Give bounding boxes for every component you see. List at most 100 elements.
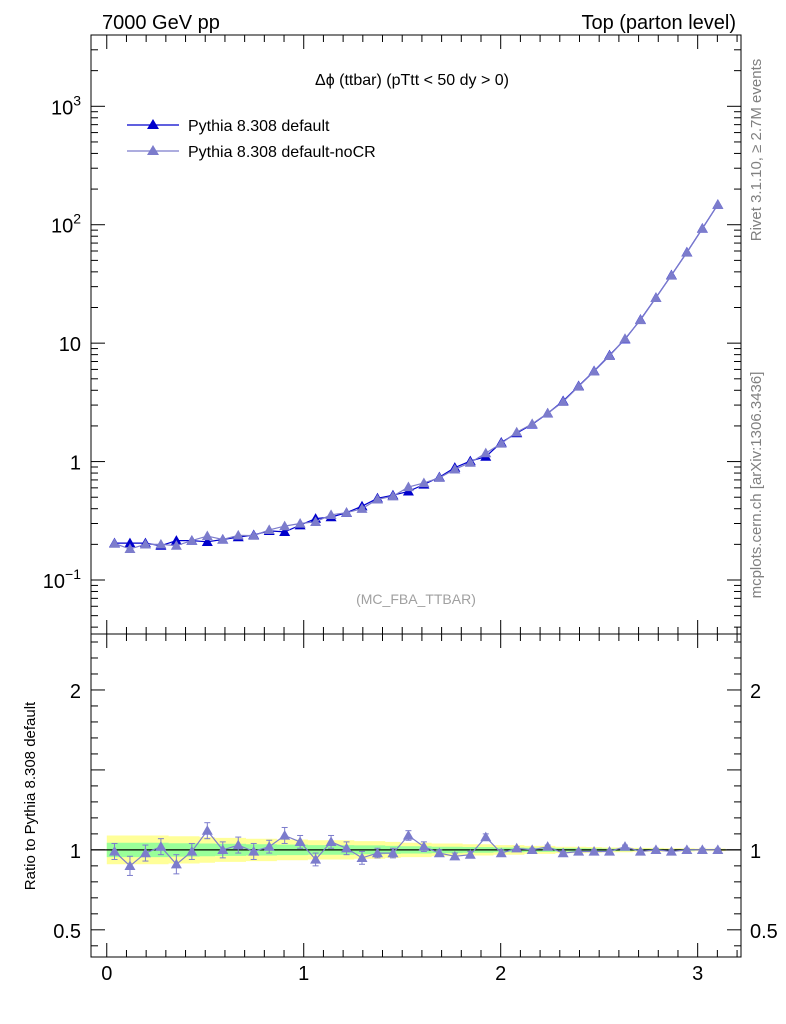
series-marker-0: [201, 536, 213, 546]
ratio-marker: [186, 845, 198, 856]
ratio-series-line: [114, 829, 718, 867]
ratio-marker: [604, 845, 616, 856]
ratio-y-tick-label-right: 1: [750, 841, 761, 863]
series-marker-1: [341, 507, 353, 517]
ratio-marker: [108, 845, 120, 856]
ratio-marker: [634, 845, 646, 856]
watermark: (MC_FBA_TTBAR): [356, 591, 476, 607]
series-marker-1: [217, 533, 229, 544]
x-tick-label: 0: [101, 963, 112, 985]
ratio-marker: [356, 852, 368, 862]
legend-label-nocr: Pythia 8.308 default-noCR: [188, 144, 376, 161]
ratio-panel: 0 1 2 3 0.5 0.5 1 1 2 2 Ratio to Pythia 8.308 def…: [22, 633, 778, 985]
ratio-marker: [387, 847, 399, 858]
legend-marker-nocr: [147, 145, 159, 155]
legend-entry-default: Pythia 8.308 default: [127, 118, 330, 135]
series-marker-1: [480, 447, 492, 458]
rivet-label: Rivet 3.1.10, ≥ 2.7M events: [748, 59, 765, 242]
series-marker-0: [124, 537, 136, 548]
series-line-0: [114, 204, 719, 547]
main-title: Δϕ (ttbar) (pTtt < 50 dy > 0): [315, 72, 509, 89]
series-marker-1: [573, 380, 585, 391]
ratio-marker: [526, 844, 538, 854]
series-marker-1: [588, 365, 600, 376]
ratio-marker: [650, 844, 662, 854]
y-tick-exponent: 3: [73, 92, 81, 108]
ratio-marker: [139, 847, 151, 858]
ratio-y-tick-label-right: 0.5: [750, 921, 778, 943]
series-marker-1: [263, 524, 275, 535]
series-marker-1: [108, 538, 120, 548]
series-marker-1: [433, 472, 445, 482]
header-right: Top (parton level): [581, 12, 736, 34]
ratio-plot-marks: [91, 822, 741, 876]
x-tick-label: 2: [495, 963, 506, 985]
series-marker-1: [186, 535, 198, 545]
series-marker-1: [464, 457, 476, 467]
x-tick-label: 3: [692, 963, 703, 985]
ratio-marker: [294, 836, 306, 846]
legend-label-default: Pythia 8.308 default: [188, 118, 330, 135]
y-tick-label: 1: [70, 453, 81, 475]
series-marker-1: [371, 493, 383, 504]
series-marker-1: [650, 292, 662, 303]
ratio-y-tick-label-left: 0.5: [53, 921, 81, 943]
legend: Pythia 8.308 default Pythia 8.308 defaul…: [127, 118, 376, 161]
ratio-marker: [542, 841, 554, 851]
legend-entry-nocr: Pythia 8.308 default-noCR: [127, 144, 376, 161]
series-marker-1: [387, 490, 399, 501]
ratio-marker: [464, 849, 476, 859]
series-marker-1: [511, 426, 523, 437]
ratio-marker: [201, 825, 213, 835]
main-panel: 10−1 1 10 102 103 Δϕ (ttbar) (pTtt < 50 dy >…: [43, 34, 742, 635]
ratio-marker: [588, 845, 600, 856]
ratio-marker: [248, 845, 260, 856]
ratio-y-tick-label-left: 1: [70, 841, 81, 863]
series-marker-1: [139, 538, 151, 549]
ratio-marker: [325, 836, 337, 846]
ratio-marker: [124, 860, 136, 870]
ratio-axis-ticks: 0 1 2 3 0.5 0.5 1 1 2 2: [53, 634, 778, 985]
ratio-ylabel: Ratio to Pythia 8.308 default: [22, 701, 39, 890]
y-tick-exponent: −1: [65, 566, 81, 582]
ratio-marker: [155, 841, 167, 851]
series-marker-1: [170, 540, 182, 550]
series-marker-1: [449, 463, 461, 474]
ratio-marker: [449, 850, 461, 861]
series-marker-1: [542, 407, 554, 418]
ratio-marker: [495, 847, 507, 858]
x-tick-label: 1: [298, 963, 309, 985]
header-left: 7000 GeV pp: [102, 12, 220, 34]
ratio-marker: [712, 844, 724, 854]
ratio-marker: [418, 841, 430, 851]
ratio-marker: [433, 847, 445, 858]
ratio-marker: [371, 847, 383, 858]
main-plot-marks: [108, 199, 724, 554]
series-marker-0: [170, 535, 182, 545]
series-marker-1: [495, 438, 507, 448]
y-tick-label: 10−1: [43, 566, 81, 593]
ratio-marker: [573, 845, 585, 856]
main-axis-ticks: 10−1 1 10 102 103: [43, 34, 741, 634]
series-marker-1: [619, 333, 631, 343]
ratio-marker: [511, 842, 523, 853]
series-marker-1: [279, 520, 291, 531]
series-marker-1: [310, 516, 322, 526]
series-marker-0: [279, 526, 291, 536]
series-marker-1: [712, 199, 724, 209]
ratio-plot-frame: [90, 633, 742, 958]
mcplots-label: mcplots.cern.ch [arXiv:1306.3436]: [748, 372, 765, 599]
ratio-marker: [217, 844, 229, 854]
series-marker-1: [696, 223, 708, 233]
series-line-1: [114, 204, 719, 550]
y-tick-label: 102: [51, 211, 81, 238]
series-marker-1: [325, 509, 337, 519]
ratio-marker: [619, 841, 631, 851]
ratio-marker: [279, 829, 291, 840]
series-marker-1: [248, 530, 260, 540]
ratio-marker: [480, 831, 492, 842]
series-marker-1: [681, 246, 693, 257]
ratio-y-tick-label-left: 2: [70, 681, 81, 703]
ratio-marker: [402, 829, 414, 840]
